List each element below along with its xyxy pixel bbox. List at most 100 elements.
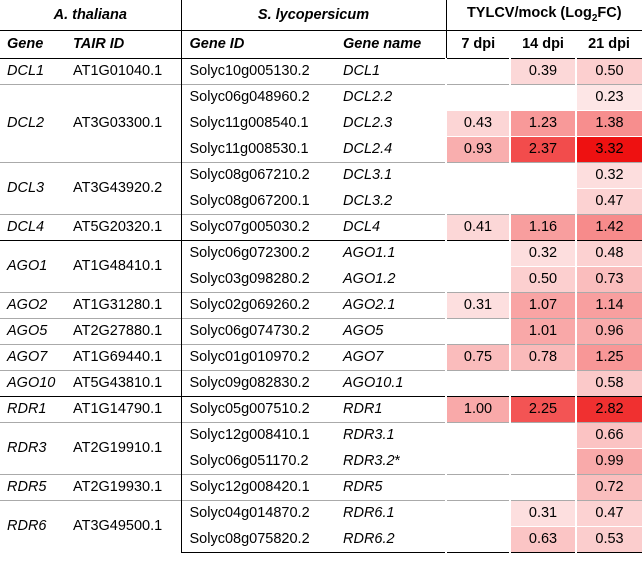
cell-gene-name: AGO5 [338,317,447,344]
cell-value-d21: 0.72 [575,473,642,500]
cell-value-d7: 0.93 [445,135,511,162]
cell-gene-name: RDR5 [338,473,447,500]
cell-value-d7 [445,83,511,110]
cell-value-d21: 0.66 [575,421,642,448]
col-header-21dpi: 21 dpi [576,30,642,59]
cell-value-d7 [445,239,511,266]
cell-value-d7 [445,187,511,214]
cell-value-d14: 0.32 [509,239,577,266]
gene-name-text: AGO2.1 [343,297,396,313]
cell-value-d14: 0.78 [509,343,577,370]
cell-value-d14: 1.01 [509,317,577,344]
cell-tair-id: AT2G27880.1 [67,317,182,344]
cell-solyc-id: Solyc05g007510.2 [180,395,339,422]
gene-name-text: DCL3.2 [343,192,393,209]
table-row: RDR6 AT3G49500.1 Solyc04g014870.2 RDR6.1 0.3… [0,499,642,552]
cell-gene-name: AGO1.2 [338,266,446,292]
cell-value-d14: 0.39 [509,57,577,84]
table-row: RDR1 AT1G14790.1 Solyc05g007510.2 RDR1 1.00 2… [0,395,642,422]
cell-solyc-id: Solyc09g082830.2 [180,369,339,396]
table-row: AGO10 AT5G43810.1 Solyc09g082830.2 AGO10.1 0… [0,369,642,396]
cell-gene-name: AGO10.1 [338,369,447,396]
table-row: Solyc08g067200.1 DCL3.2 0.47 [0,187,642,214]
cell-value-d14 [509,421,577,448]
cell-gene-name: RDR6.1 [338,499,447,526]
cell-value-d7: 0.31 [445,291,511,318]
cell-solyc-id: Solyc03g098280.2 [180,266,339,292]
cell-value-d21: 0.99 [575,447,642,474]
cell-tair-id: AT5G20320.1 [67,213,182,240]
cell-value-d21: 0.47 [575,499,642,526]
gene-name-text: AGO1.2 [343,270,396,287]
cell-tair-id: AT1G31280.1 [67,291,182,318]
cell-value-d7 [445,317,511,344]
cell-value-d14: 1.16 [509,213,577,240]
cell-value-d21: 0.58 [575,369,642,396]
cell-tair-id: AT2G19930.1 [67,473,182,500]
cell-gene-name: DCL3.1 [338,161,447,188]
cell-value-d21: 0.50 [575,57,642,84]
cell-value-d7: 0.43 [445,109,511,136]
cell-value-d7 [445,421,511,448]
gene-name-text: DCL2.4 [343,140,393,157]
cell-value-d21: 2.82 [575,395,642,422]
cell-value-d21: 1.25 [575,343,642,370]
cell-solyc-id: Solyc06g074730.2 [180,317,339,344]
header-tylcv-main: TYLCV/mock (Log [466,5,592,22]
cell-value-d14 [509,369,577,396]
cell-solyc-id: Solyc11g008540.1 [180,110,339,136]
cell-at-gene: DCL2 [0,83,67,162]
cell-solyc-id: Solyc02g069260.2 [180,291,339,318]
cell-value-d14: 0.31 [509,499,577,526]
col-header-tair-id: TAIR ID [67,30,182,59]
cell-tair-id: AT5G43810.1 [67,369,182,396]
cell-at-gene: RDR1 [0,395,67,422]
cell-tair-id: AT1G48410.1 [67,239,182,292]
table-row: DCL1 AT1G01040.1 Solyc10g005130.2 DCL1 0.39 0… [0,57,642,84]
cell-solyc-id: Solyc06g072300.2 [180,239,339,266]
cell-value-d21: 0.73 [575,265,642,292]
table-row: AGO2 AT1G31280.1 Solyc02g069260.2 AGO2.1 0.3… [0,291,642,318]
header-tylcv-sub: 2 [591,13,598,25]
cell-solyc-id: Solyc06g048960.2 [180,83,339,110]
table-row: RDR5 AT2G19930.1 Solyc12g008420.1 RDR5 0.72 [0,473,642,500]
cell-value-d7 [445,369,511,396]
cell-value-d21: 1.38 [575,109,642,136]
col-header-14dpi: 14 dpi [510,30,577,59]
cell-gene-name: DCL3.2 [338,188,446,214]
cell-solyc-id: Solyc06g051170.2 [180,448,339,474]
cell-tair-id: AT1G69440.1 [67,343,182,370]
cell-gene-name: AGO1.1 [338,239,447,266]
cell-gene-name: RDR3.1 [338,421,447,448]
gene-name-text: AGO1.1 [343,245,396,262]
cell-gene-name: DCL2.4 [338,136,446,162]
cell-solyc-id: Solyc12g008420.1 [180,473,339,500]
table-row: AGO1 AT1G48410.1 Solyc06g072300.2 AGO1.1 0.3… [0,239,642,292]
cell-value-d21: 0.47 [575,187,642,214]
table-row: Solyc03g098280.2 AGO1.2 0.50 0.73 [0,265,642,292]
cell-tair-id: AT1G01040.1 [67,57,182,84]
cell-gene-name: AGO2.1 [338,291,447,318]
cell-value-d21: 1.14 [575,291,642,318]
cell-solyc-id: Solyc08g067200.1 [180,188,339,214]
header-a-thaliana: A. thaliana [0,0,182,31]
cell-gene-name: RDR6.2 [338,526,447,553]
gene-name-text: AGO5 [343,323,384,339]
cell-tair-id: AT3G43920.2 [67,161,182,214]
cell-at-gene: RDR3 [0,421,67,474]
gene-name-asterisk: * [394,452,401,469]
table-row: AGO7 AT1G69440.1 Solyc01g010970.2 AGO7 0.75 0… [0,343,642,370]
cell-at-gene: AGO2 [0,291,67,318]
cell-value-d7 [445,265,511,292]
table-row: DCL2 AT3G03300.1 Solyc06g048960.2 DCL2.2 0.2… [0,83,642,162]
cell-value-d21: 0.96 [575,317,642,344]
gene-name-text: DCL1 [343,63,381,79]
cell-value-d21: 0.53 [575,525,642,553]
cell-at-gene: AGO7 [0,343,67,370]
cell-gene-name: DCL2.3 [338,110,446,136]
cell-gene-name: DCL1 [338,57,447,84]
gene-name-text: AGO7 [343,349,384,365]
cell-value-d7: 0.41 [445,213,511,240]
cell-gene-name: AGO7 [338,343,447,370]
cell-value-d21: 0.48 [575,239,642,266]
